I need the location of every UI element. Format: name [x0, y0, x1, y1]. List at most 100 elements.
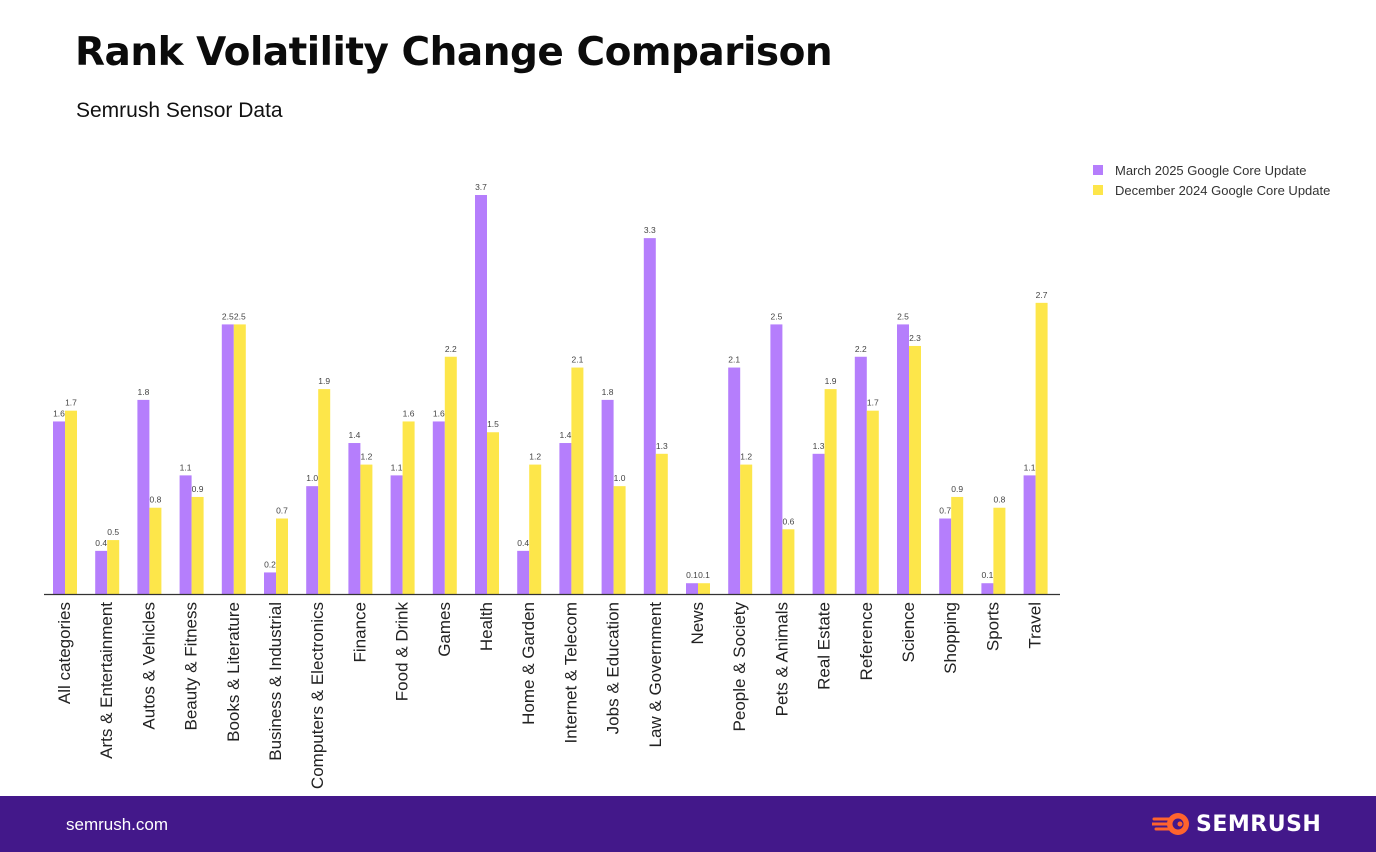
data-label: 0.4 [517, 538, 529, 548]
chart-title: Rank Volatility Change Comparison [75, 30, 833, 75]
category-group: 2.1 1.2 People & Society [728, 355, 752, 731]
data-label: 0.1 [981, 570, 993, 580]
chart-legend: March 2025 Google Core Update December 2… [1093, 160, 1330, 200]
x-tick-label: Pets & Animals [772, 602, 791, 716]
category-group: 2.2 1.7 Reference [854, 344, 879, 680]
bar-december [444, 356, 457, 594]
x-tick-label: News [688, 602, 707, 645]
data-label: 0.8 [149, 495, 161, 505]
bar-march [981, 583, 994, 594]
x-tick-label: Health [477, 602, 496, 651]
bar-december [866, 410, 879, 594]
data-label: 1.5 [487, 419, 499, 429]
bar-march [95, 550, 108, 594]
data-label: 1.8 [602, 387, 614, 397]
data-label: 1.3 [813, 441, 825, 451]
data-label: 3.3 [644, 225, 656, 235]
data-label: 3.7 [475, 182, 487, 192]
bar-december [318, 389, 331, 594]
category-group: 1.0 1.9 Computers & Electronics [306, 376, 330, 789]
bar-march [432, 421, 445, 594]
x-tick-label: Autos & Vehicles [139, 602, 158, 730]
bar-march [221, 324, 234, 594]
bar-december [529, 464, 542, 594]
data-label: 1.1 [1024, 462, 1036, 472]
bar-march [517, 550, 530, 594]
x-tick-label: Games [435, 602, 454, 657]
bar-december [402, 421, 415, 594]
bar-december [909, 345, 921, 594]
data-label: 0.2 [264, 559, 276, 569]
bar-march [390, 475, 403, 594]
data-label: 1.1 [391, 462, 403, 472]
bar-march [137, 399, 150, 594]
bar-march [812, 453, 825, 594]
data-label: 2.2 [855, 344, 867, 354]
category-group: 2.5 0.6 Pets & Animals [770, 311, 795, 716]
bar-december [149, 507, 162, 594]
data-label: 0.7 [939, 506, 951, 516]
x-tick-label: Internet & Telecom [561, 602, 580, 743]
data-label: 1.6 [403, 408, 415, 418]
x-tick-label: Books & Literature [224, 602, 243, 742]
category-group: 2.5 2.3 Science [897, 311, 921, 662]
data-label: 2.5 [222, 311, 234, 321]
x-tick-label: Travel [1026, 602, 1045, 649]
data-label: 2.2 [445, 344, 457, 354]
bar-december [655, 453, 668, 594]
x-tick-label: Science [899, 602, 918, 662]
bar-march [179, 475, 192, 594]
x-tick-label: Shopping [941, 602, 960, 674]
data-label: 2.1 [571, 355, 583, 365]
semrush-logo[interactable]: SEMRUSH [1152, 810, 1321, 838]
bar-december [1035, 302, 1048, 594]
data-label: 1.4 [348, 430, 360, 440]
data-label: 1.6 [433, 408, 445, 418]
category-group: 1.61.7 All categories [53, 398, 77, 704]
bar-march [686, 583, 698, 594]
x-tick-label: Home & Garden [519, 602, 538, 725]
x-tick-label: Food & Drink [393, 602, 412, 702]
x-tick-label: Jobs & Education [604, 602, 623, 734]
data-label: 1.1 [180, 462, 192, 472]
bar-march [897, 324, 909, 594]
bar-march [53, 421, 65, 594]
category-group: 3.3 1.3 Law & Government [643, 225, 668, 748]
data-label: 0.1 [698, 570, 710, 580]
category-group: 1.6 2.2 Games [432, 344, 457, 657]
data-label: 1.2 [360, 452, 372, 462]
footer-url[interactable]: semrush.com [66, 815, 169, 834]
data-label: 0.5 [107, 527, 119, 537]
bar-december [782, 529, 795, 594]
bar-march [559, 443, 572, 594]
footer-bar: semrush.com SEMRUSH [0, 796, 1376, 852]
data-label: 1.9 [318, 376, 330, 386]
data-label: 2.5 [234, 311, 246, 321]
data-label: 1.2 [529, 452, 541, 462]
bar-december [824, 389, 837, 594]
data-label: 1.6 [53, 408, 65, 418]
category-group: 0.7 0.9 Shopping [939, 484, 963, 674]
category-group: 0.1 0.1 News [686, 570, 710, 645]
bar-december [571, 367, 584, 594]
category-group: 1.1 1.6 Food & Drink [390, 408, 415, 702]
data-label: 2.7 [1036, 290, 1048, 300]
legend-swatch-december [1093, 185, 1103, 195]
category-group: 1.8 1.0 Jobs & Education [601, 387, 626, 734]
category-group: 3.7 1.5 Health [475, 182, 499, 651]
data-label: 1.7 [867, 398, 879, 408]
bar-march [264, 572, 276, 594]
bar-december [233, 324, 246, 594]
bar-december [65, 410, 77, 594]
data-label: 1.7 [65, 398, 77, 408]
category-group: 1.4 1.2 Finance [348, 430, 373, 662]
data-label: 1.4 [559, 430, 571, 440]
data-label: 2.5 [897, 311, 909, 321]
data-label: 2.5 [770, 311, 782, 321]
legend-label-march: March 2025 Google Core Update [1115, 162, 1307, 178]
bar-december [107, 540, 120, 594]
category-group: 1.1 2.7 Travel [1023, 290, 1048, 649]
bar-march [643, 238, 656, 594]
x-tick-label: Finance [350, 602, 369, 662]
legend-item-december: December 2024 Google Core Update [1093, 180, 1330, 200]
